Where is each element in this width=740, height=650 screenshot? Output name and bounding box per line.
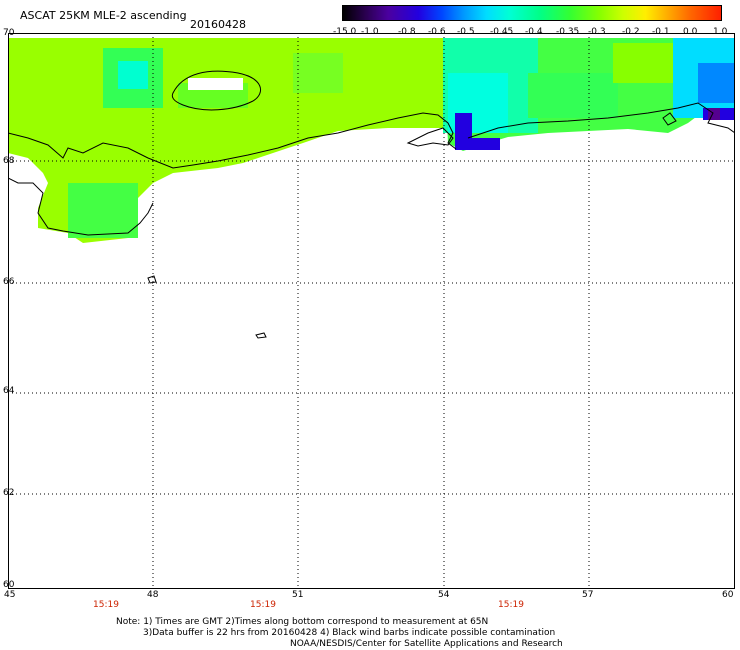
map-date: 20160428: [190, 18, 246, 31]
data-patch: [68, 183, 138, 238]
lon-label: 60: [722, 590, 734, 600]
lon-label: 51: [292, 590, 304, 600]
lat-label: 70: [3, 28, 15, 38]
colorbar-tick: -0.45: [490, 27, 514, 37]
map-title: ASCAT 25KM MLE-2 ascending: [20, 9, 187, 22]
data-patch: [613, 43, 673, 83]
data-patch: [118, 61, 148, 89]
coastline-kolguev: [406, 127, 454, 147]
footnote-line-1: Note: 1) Times are GMT 2)Times along bot…: [116, 617, 489, 627]
data-gap: [188, 78, 243, 90]
data-patch: [293, 53, 343, 93]
colorbar-tick: -0.8: [398, 27, 416, 37]
colorbar-tick: 1.0: [713, 27, 728, 37]
coastline-pechora: [467, 102, 735, 139]
lat-label: 66: [3, 277, 15, 287]
lon-label: 48: [147, 590, 159, 600]
coastlines: [8, 70, 735, 339]
colorbar-tick: -0.3: [588, 27, 606, 37]
data-patch: [528, 73, 618, 118]
colorbar-tick: 0.0: [683, 27, 698, 37]
coastline-island: [662, 112, 677, 126]
lon-label: 57: [582, 590, 594, 600]
colorbar-tick: -1.0: [361, 27, 379, 37]
footnote-credit: NOAA/NESDIS/Center for Satellite Applica…: [290, 639, 563, 649]
colorbar-tick: -0.35: [556, 27, 580, 37]
coastline-kanin: [8, 177, 154, 236]
pass-time-label: 15:19: [93, 600, 119, 610]
lat-label: 62: [3, 488, 15, 498]
lat-label: 60: [3, 580, 15, 590]
data-patch: [698, 63, 735, 103]
coastline-island: [147, 275, 157, 284]
lat-lon-grid: [8, 33, 735, 589]
footnote-line-2: 3)Data buffer is 22 hrs from 20160428 4)…: [143, 628, 556, 638]
lat-label: 64: [3, 386, 15, 396]
low-value-patch: [455, 138, 500, 150]
colorbar-tick: -0.6: [428, 27, 446, 37]
coastline-mainland: [8, 112, 457, 169]
colorbar-tick: -15.0: [333, 27, 357, 37]
coastline-white-sea: [171, 70, 262, 111]
map-frame: [8, 33, 735, 589]
low-value-patch: [708, 108, 720, 120]
coastline-island: [255, 332, 267, 339]
lon-label: 45: [4, 590, 16, 600]
colorbar-tick: -0.2: [622, 27, 640, 37]
colorbar-tick: -0.4: [525, 27, 543, 37]
lon-label: 54: [438, 590, 450, 600]
data-field-east: [443, 38, 735, 151]
low-value-patch: [455, 113, 472, 145]
pass-time-label: 15:19: [498, 600, 524, 610]
colorbar-tick: -0.1: [652, 27, 670, 37]
pass-time-label: 15:19: [250, 600, 276, 610]
color-scale-bar: [342, 5, 722, 21]
colorbar-tick: -0.5: [457, 27, 475, 37]
lat-label: 68: [3, 156, 15, 166]
map-plot-area: [8, 33, 735, 589]
